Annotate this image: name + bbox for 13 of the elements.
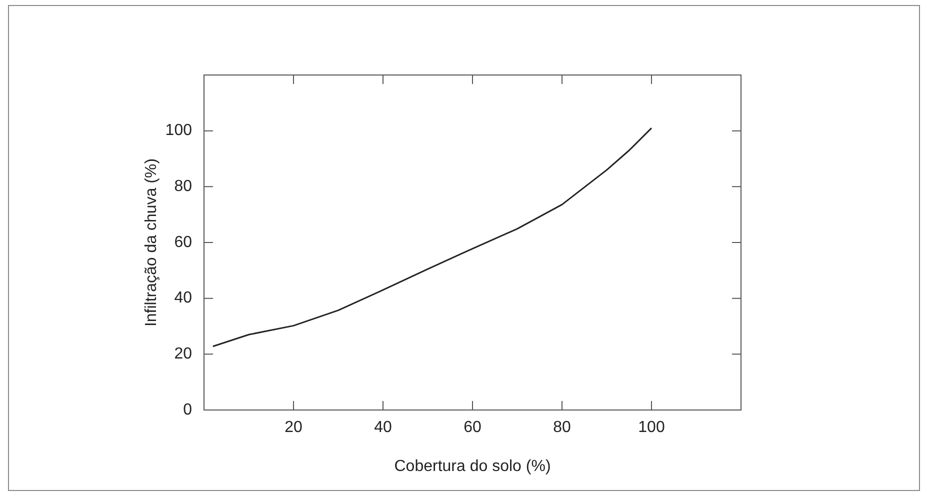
x-axis-title: Cobertura do solo (%) [394,458,551,475]
x-tick-label: 20 [284,419,302,436]
y-axis-title: Infiltração da chuva (%) [143,158,160,327]
y-tick-label: 100 [165,122,192,140]
x-tick-label: 40 [374,419,392,436]
x-tick-label: 60 [464,419,482,436]
y-tick-label: 20 [174,346,192,363]
y-tick-label: 40 [174,290,192,307]
y-tick-label: 80 [174,178,192,196]
y-tick-label: 60 [174,234,192,251]
x-tick-label: 100 [638,419,665,436]
x-tick-label: 80 [553,419,571,436]
y-tick-label: 0 [183,401,192,418]
